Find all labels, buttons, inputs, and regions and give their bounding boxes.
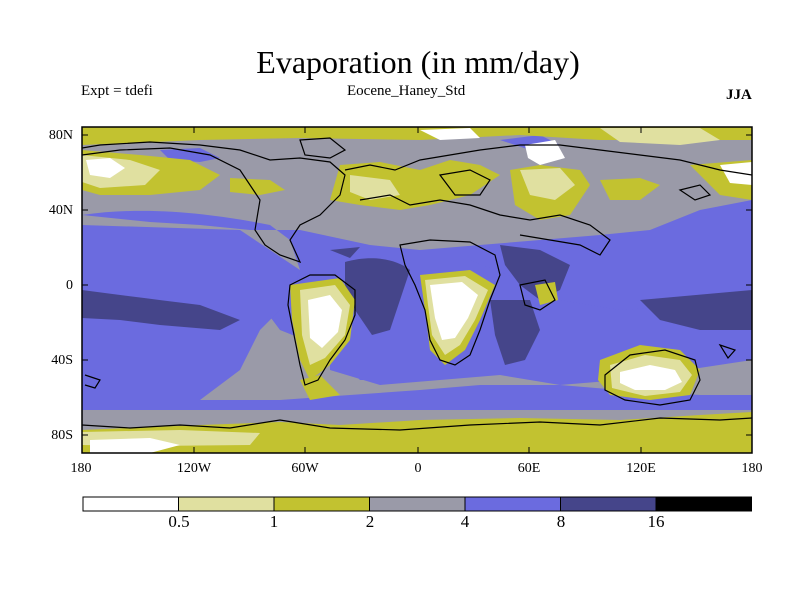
colorbar-label: 1 bbox=[269, 512, 279, 531]
lon-tick-label: 180 bbox=[741, 461, 763, 476]
colorbar-swatch bbox=[656, 497, 752, 511]
colorbar-swatch bbox=[369, 497, 465, 511]
season-label: JJA bbox=[726, 87, 752, 103]
experiment-label: Expt = tdefi bbox=[81, 83, 153, 99]
lon-tick-label: 120E bbox=[626, 461, 656, 476]
colorbar-label: 8 bbox=[556, 512, 566, 531]
colorbar-label: 16 bbox=[647, 512, 665, 531]
colorbar bbox=[82, 496, 752, 512]
lon-tick-label: 180 bbox=[70, 461, 92, 476]
plot-frame bbox=[81, 126, 753, 454]
colorbar-label: 2 bbox=[365, 512, 375, 531]
colorbar-swatch bbox=[560, 497, 656, 511]
lat-tick-label: 0 bbox=[66, 278, 73, 293]
lat-tick-label: 40S bbox=[51, 353, 73, 368]
colorbar-swatch bbox=[465, 497, 561, 511]
lon-tick-label: 120W bbox=[176, 461, 212, 476]
colorbar-swatch bbox=[83, 497, 179, 511]
colorbar-label: 0.5 bbox=[168, 512, 190, 531]
colorbar-swatch bbox=[178, 497, 274, 511]
colorbar-label: 4 bbox=[460, 512, 470, 531]
lon-tick-label: 60E bbox=[517, 461, 541, 476]
lon-tick-label: 60W bbox=[291, 461, 319, 476]
map-title: Evaporation (in mm/day) bbox=[256, 44, 580, 80]
case-label: Eocene_Haney_Std bbox=[347, 83, 466, 99]
tick-marks bbox=[82, 127, 752, 453]
colorbar-swatch bbox=[274, 497, 370, 511]
map-plot-area bbox=[82, 127, 752, 453]
lat-tick-label: 40N bbox=[48, 203, 73, 218]
lon-tick-label: 0 bbox=[414, 461, 422, 476]
lat-tick-label: 80S bbox=[51, 428, 73, 443]
coastlines bbox=[82, 137, 752, 431]
lat-tick-label: 80N bbox=[48, 128, 73, 143]
